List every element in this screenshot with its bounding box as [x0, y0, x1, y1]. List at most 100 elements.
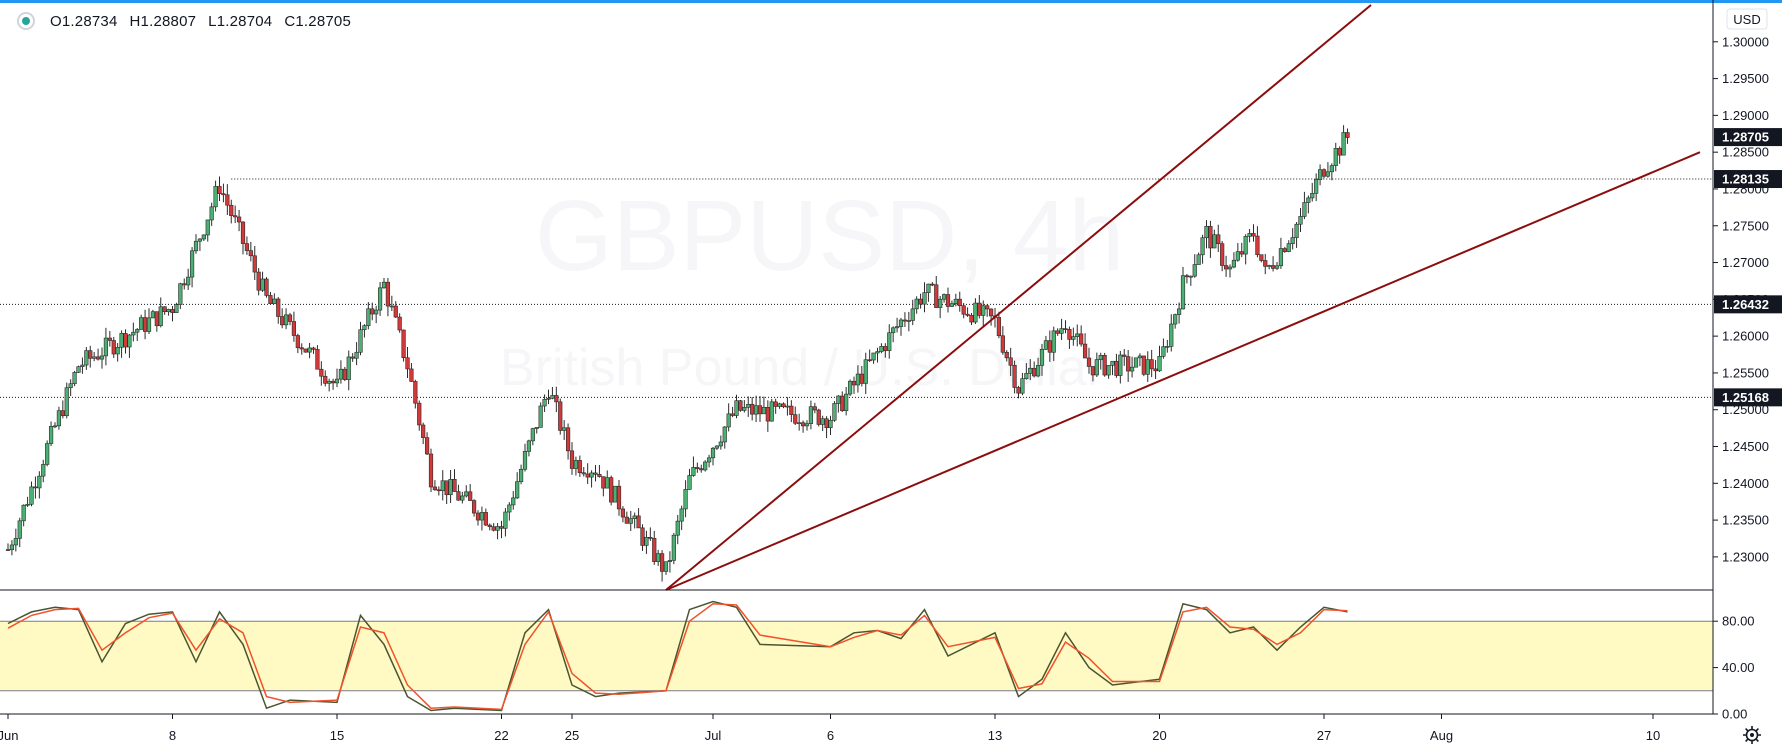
candle-body: [64, 387, 69, 417]
candle: [761, 396, 767, 415]
candle: [1075, 324, 1080, 347]
price-label-text: 1.28705: [1722, 130, 1769, 145]
settings-gear-icon[interactable]: [1743, 726, 1761, 744]
candle: [773, 398, 778, 414]
candle-body: [565, 427, 571, 452]
candle-body: [1028, 367, 1033, 374]
symbol-status-icon[interactable]: [22, 17, 30, 25]
candle: [291, 311, 297, 342]
candle-body: [323, 375, 328, 384]
candle-body: [609, 477, 614, 503]
candle: [377, 282, 383, 316]
candle-body: [938, 298, 943, 308]
time-axis-layer[interactable]: Jun 8 15 22 25 Jul 6 13 20 27 Aug 10: [0, 714, 1660, 743]
candle: [84, 347, 89, 370]
candle-body: [855, 373, 861, 386]
candle: [33, 476, 38, 499]
candle: [1341, 125, 1346, 156]
candle: [981, 300, 986, 327]
candle: [60, 400, 65, 419]
trendlines-layer[interactable]: [665, 4, 1701, 591]
candle-body: [1043, 340, 1049, 350]
candle-body: [714, 445, 720, 449]
candle-body: [319, 368, 324, 377]
candle-body: [953, 298, 958, 304]
candle: [1126, 350, 1131, 382]
candle: [996, 311, 1002, 339]
candle: [307, 342, 312, 359]
candle: [910, 299, 915, 326]
candle: [5, 543, 11, 552]
candle: [393, 301, 398, 319]
candle: [1090, 366, 1096, 382]
candle-body: [941, 294, 947, 300]
candle-body: [468, 491, 473, 501]
candle-body: [374, 309, 379, 315]
candle: [1086, 347, 1092, 374]
candle: [385, 278, 391, 317]
candle: [158, 297, 163, 328]
candle: [816, 408, 821, 427]
candle-body: [589, 472, 594, 478]
candle-body: [33, 486, 38, 489]
currency-button[interactable]: USD: [1726, 8, 1768, 30]
candle-body: [1247, 233, 1252, 237]
candle-body: [37, 475, 42, 489]
candle: [828, 415, 833, 435]
candle-body: [1141, 355, 1146, 375]
candle-body: [1204, 225, 1209, 239]
candle: [1145, 351, 1150, 382]
candle-body: [898, 319, 904, 327]
candle: [855, 365, 861, 393]
candle: [867, 349, 872, 363]
candle-body: [154, 311, 159, 327]
candle: [526, 439, 532, 457]
candle: [193, 234, 199, 254]
candle: [1337, 146, 1342, 164]
candle-body: [632, 515, 637, 519]
candle: [894, 317, 900, 333]
candle-body: [338, 368, 344, 380]
candle: [464, 485, 469, 498]
candle-body: [934, 284, 939, 308]
candle-body: [781, 403, 786, 408]
candle: [871, 352, 876, 364]
candle: [851, 376, 857, 394]
candle-body: [499, 526, 504, 529]
candle-body: [1251, 233, 1256, 237]
candle: [887, 324, 892, 359]
candle-body: [244, 243, 250, 251]
candle-body: [256, 271, 261, 291]
candle: [1278, 237, 1284, 269]
candle-body: [761, 407, 767, 415]
candle-body: [867, 359, 872, 362]
candle: [1161, 338, 1166, 359]
candle-body: [1063, 328, 1068, 330]
candle-body: [1220, 243, 1225, 266]
candle: [1220, 240, 1225, 272]
candle-body: [1188, 275, 1193, 278]
candle: [1137, 353, 1143, 367]
candle: [691, 456, 696, 477]
candle-body: [68, 383, 73, 389]
candle: [973, 298, 978, 325]
candle-body: [1184, 275, 1190, 278]
candle-body: [260, 278, 265, 291]
candle: [597, 465, 602, 478]
candle: [1082, 333, 1088, 359]
candle: [48, 421, 54, 447]
candle: [562, 420, 567, 440]
candle: [620, 506, 626, 523]
candle-body: [1255, 235, 1260, 255]
price-label: 1.26432: [1714, 295, 1782, 314]
time-tick-label: 27: [1317, 728, 1331, 743]
candle: [1314, 173, 1319, 202]
candle-body: [385, 281, 391, 307]
price-tick-label: 1.27500: [1722, 218, 1769, 233]
candle-body: [464, 491, 469, 497]
candle-body: [1122, 354, 1127, 357]
candle-body: [131, 331, 136, 336]
candle: [389, 295, 394, 311]
candle: [703, 460, 708, 472]
